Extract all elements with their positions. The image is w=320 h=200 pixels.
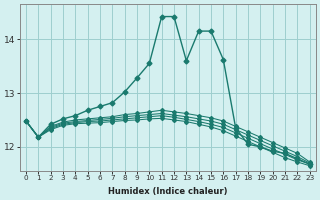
X-axis label: Humidex (Indice chaleur): Humidex (Indice chaleur) [108,187,228,196]
